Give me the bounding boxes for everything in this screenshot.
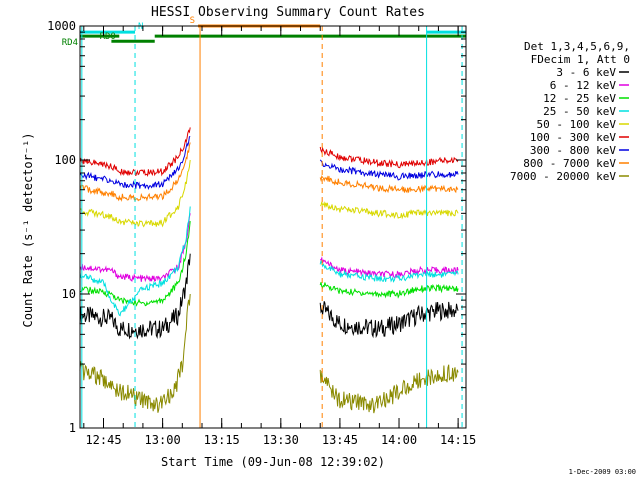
y-axis-label: Count Rate (s⁻¹ detector⁻¹) bbox=[21, 132, 35, 327]
plot-frame bbox=[79, 25, 467, 429]
x-tick-label: 13:15 bbox=[204, 433, 240, 447]
x-tick-label: 14:15 bbox=[440, 433, 476, 447]
series-line bbox=[319, 364, 459, 414]
flag-bars: N S RD0 RD4 bbox=[62, 16, 466, 48]
y-tick-label: 100 bbox=[54, 153, 76, 167]
x-tick-label: 14:00 bbox=[381, 433, 417, 447]
series-line bbox=[79, 293, 191, 413]
legend: Det 1,3,4,5,6,9,FDecim 1, Att 03 - 6 keV… bbox=[510, 40, 630, 183]
x-tick-label: 13:45 bbox=[322, 433, 358, 447]
legend-entry: 7000 - 20000 keV bbox=[510, 170, 616, 183]
series-line bbox=[319, 175, 459, 194]
y-tick-label: 10 bbox=[62, 287, 76, 301]
x-tick-label: 13:00 bbox=[145, 433, 181, 447]
series-line bbox=[79, 206, 191, 317]
chart-title: HESSI Observing Summary Count Rates bbox=[151, 5, 425, 20]
legend-header: Det 1,3,4,5,6,9, bbox=[524, 40, 630, 53]
legend-entry: 25 - 50 keV bbox=[543, 105, 616, 118]
vertical-markers bbox=[81, 26, 463, 428]
legend-entry: 800 - 7000 keV bbox=[523, 157, 616, 170]
x-tick-label: 13:30 bbox=[263, 433, 299, 447]
series-line bbox=[319, 146, 459, 169]
flag-label: S bbox=[190, 16, 195, 26]
legend-entry: 300 - 800 keV bbox=[530, 144, 616, 157]
legend-entry: 3 - 6 keV bbox=[556, 66, 616, 79]
flag-label: RD4 bbox=[62, 38, 78, 48]
x-axis-label: Start Time (09-Jun-08 12:39:02) bbox=[161, 455, 385, 469]
legend-entry: 6 - 12 keV bbox=[550, 79, 617, 92]
y-tick-label: 1000 bbox=[47, 19, 76, 33]
y-tick-label: 1 bbox=[69, 421, 76, 435]
series-line bbox=[319, 256, 459, 279]
series-line bbox=[320, 201, 459, 220]
series-line bbox=[319, 260, 459, 283]
legend-entry: 12 - 25 keV bbox=[543, 92, 616, 105]
flag-label: RD0 bbox=[100, 32, 116, 42]
series-line bbox=[79, 213, 191, 283]
legend-header: FDecim 1, Att 0 bbox=[531, 53, 630, 66]
flag-label: N bbox=[138, 22, 143, 32]
footer-date: 1-Dec-2009 03:00 bbox=[569, 468, 636, 476]
axes: 1 10 100 1000 12:45 13:00 13:15 13:30 13:45 14:00… bbox=[47, 19, 476, 447]
legend-entry: 100 - 300 keV bbox=[530, 131, 616, 144]
series-lines bbox=[79, 127, 459, 414]
series-line bbox=[319, 159, 459, 181]
series-line bbox=[319, 282, 459, 299]
legend-entry: 50 - 100 keV bbox=[537, 118, 617, 131]
x-tick-label: 12:45 bbox=[85, 433, 121, 447]
series-line bbox=[319, 301, 459, 339]
series-line bbox=[79, 253, 191, 340]
